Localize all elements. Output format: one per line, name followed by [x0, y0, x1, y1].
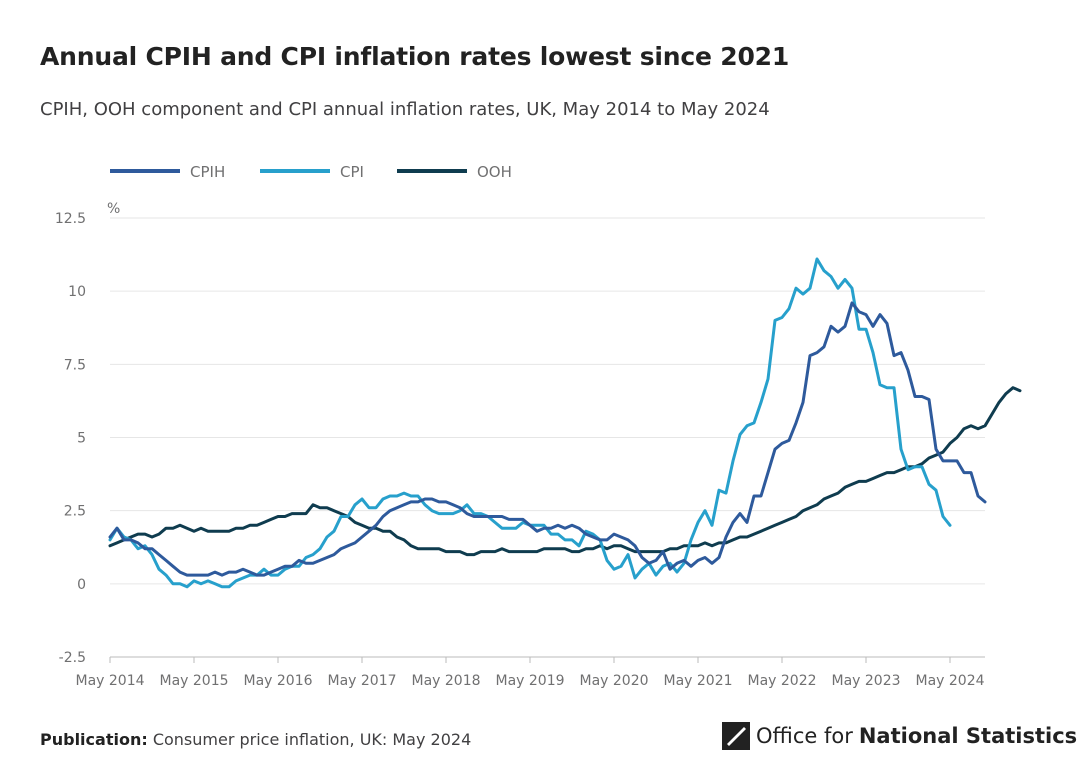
y-tick-label: 12.5: [55, 211, 86, 227]
publication-text: Consumer price inflation, UK: May 2024: [152, 730, 472, 749]
legend-label-ooh: OOH: [477, 163, 512, 181]
chart-subtitle: CPIH, OOH component and CPI annual infla…: [40, 99, 770, 120]
y-tick-label: 10: [68, 284, 86, 300]
x-tick-label: May 2023: [831, 673, 900, 689]
x-tick-label: May 2019: [495, 673, 564, 689]
series-line-ooh: [108, 386, 1022, 557]
x-tick-label: May 2018: [411, 673, 480, 689]
brand-text-regular: Office for: [756, 724, 853, 748]
series-line-cpih: [108, 301, 987, 577]
x-tick-label: May 2022: [747, 673, 816, 689]
legend-label-cpih: CPIH: [190, 163, 225, 181]
ons-logo: Office for National Statistics: [722, 722, 1077, 750]
y-axis-unit: %: [107, 201, 120, 217]
x-tick-label: May 2014: [75, 673, 144, 689]
y-tick-label: 2.5: [64, 504, 86, 520]
publication-footer: Publication: Consumer price inflation, U…: [40, 730, 471, 749]
y-tick-label: 0: [77, 577, 86, 593]
chart-title: Annual CPIH and CPI inflation rates lowe…: [40, 42, 790, 71]
y-tick-label: -2.5: [59, 650, 86, 666]
brand-text-bold: National Statistics: [858, 724, 1078, 748]
legend-label-cpi: CPI: [340, 163, 364, 181]
x-tick-label: May 2017: [327, 673, 396, 689]
ons-logo-icon: [722, 722, 750, 750]
x-tick-label: May 2015: [159, 673, 228, 689]
series-line-cpi: [108, 257, 952, 589]
y-tick-label: 7.5: [64, 357, 86, 373]
x-tick-label: May 2016: [243, 673, 312, 689]
x-tick-label: May 2024: [915, 673, 984, 689]
publication-label: Publication:: [40, 730, 148, 749]
x-tick-label: May 2020: [579, 673, 648, 689]
x-tick-label: May 2021: [663, 673, 732, 689]
y-tick-label: 5: [77, 431, 86, 447]
